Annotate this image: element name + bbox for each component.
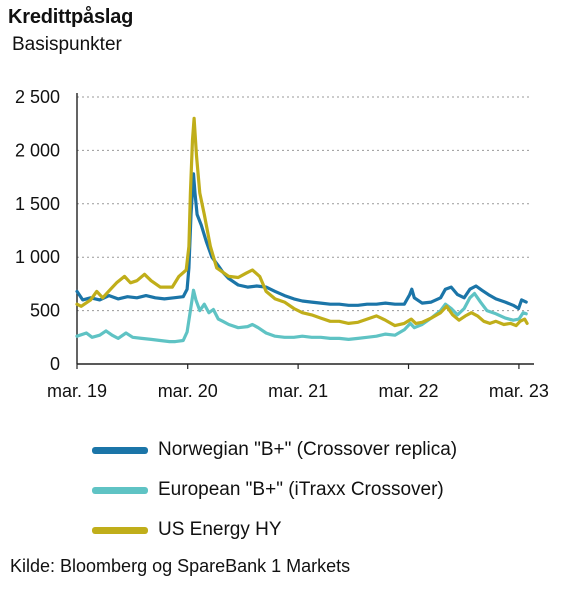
y-tick-label: 500 — [30, 301, 60, 321]
y-tick-label: 2 500 — [15, 87, 60, 107]
legend-label-european: European "B+" (iTraxx Crossover) — [158, 479, 444, 500]
x-tick-label: mar. 22 — [379, 381, 439, 401]
legend-item-us-energy: US Energy HY — [92, 510, 457, 550]
chart-title: Kredittpåslag — [8, 6, 134, 28]
x-tick-label: mar. 19 — [47, 381, 107, 401]
x-tick-label: mar. 20 — [158, 381, 218, 401]
y-tick-label: 0 — [50, 354, 60, 374]
series-line-norwegian — [75, 172, 528, 311]
x-tick-label: mar. 21 — [268, 381, 328, 401]
series-lines — [75, 116, 529, 344]
series-line-european — [75, 288, 528, 344]
legend-item-european: European "B+" (iTraxx Crossover) — [92, 470, 457, 510]
legend-label-norwegian: Norwegian "B+" (Crossover replica) — [158, 439, 458, 460]
legend-item-norwegian: Norwegian "B+" (Crossover replica) — [92, 430, 457, 470]
y-tick-label: 1 000 — [15, 247, 60, 267]
x-tick-label: mar. 23 — [489, 381, 549, 401]
axes — [76, 93, 534, 369]
legend-swatch-us-energy — [92, 526, 148, 534]
series-line-us-energy — [75, 116, 529, 328]
y-tick-label: 2 000 — [15, 140, 60, 160]
source-note: Kilde: Bloomberg og SpareBank 1 Markets — [10, 556, 351, 576]
legend: Norwegian "B+" (Crossover replica) Europ… — [92, 430, 457, 550]
line-chart: 0 500 1 000 1 500 2 000 2 500 mar. 19 mar. 20 ma… — [15, 87, 549, 401]
legend-swatch-norwegian — [92, 446, 148, 454]
chart-subtitle: Basispunkter — [12, 34, 122, 55]
grid-lines — [77, 96, 532, 312]
y-tick-label: 1 500 — [15, 194, 60, 214]
tick-labels: 0 500 1 000 1 500 2 000 2 500 mar. 19 mar. 20 ma… — [15, 87, 549, 401]
legend-label-us-energy: US Energy HY — [158, 519, 282, 540]
legend-swatch-european — [92, 486, 148, 494]
